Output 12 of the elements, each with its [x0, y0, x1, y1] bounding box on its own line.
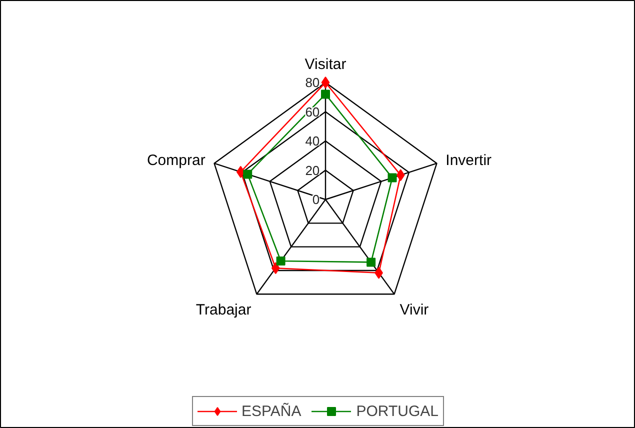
legend-label: PORTUGAL [356, 402, 438, 420]
y-tick-label: 40 [305, 134, 320, 148]
y-tick-label: 20 [305, 162, 320, 178]
y-tick-label: 80 [305, 75, 320, 90]
spoke-label: Visitar [304, 56, 346, 74]
spoke-label: Comprar [146, 152, 206, 169]
legend-label: ESPAÑA [242, 402, 302, 420]
y-tick-label: 0 [312, 192, 320, 207]
spoke-label: Trabajar [196, 302, 252, 319]
spoke-label: Vivir [400, 302, 429, 319]
spoke-label: Invertir [446, 152, 492, 169]
y-tick-label: 60 [305, 104, 320, 120]
